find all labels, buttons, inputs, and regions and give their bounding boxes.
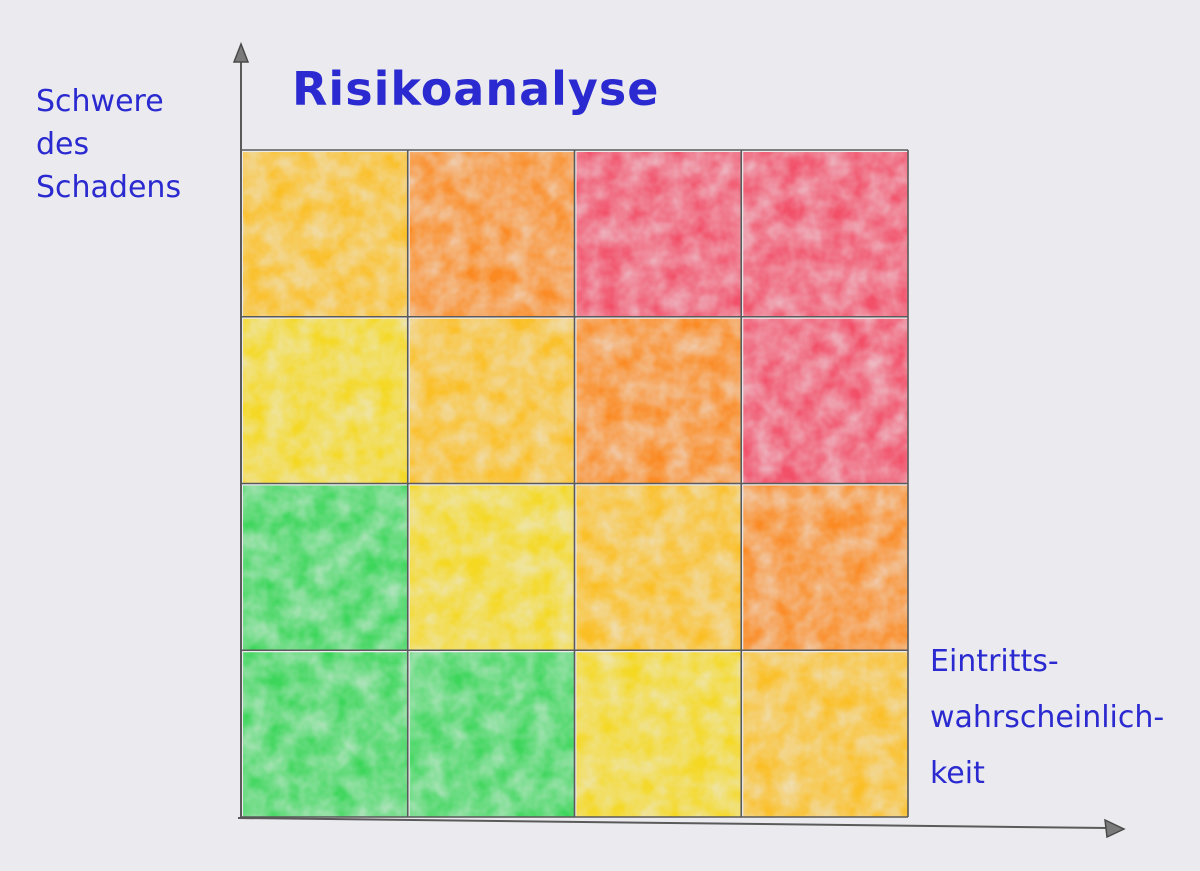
diagram-title: Risikoanalyse — [292, 62, 660, 116]
risk-cell-yellow — [409, 485, 575, 651]
y-axis-label-line: Schwere — [36, 84, 164, 119]
x-axis-label-line: wahrscheinlich- — [930, 700, 1165, 735]
x-axis-arrowhead — [1104, 818, 1126, 839]
axes — [232, 41, 1126, 839]
risk-cell-yellow-orange — [243, 152, 408, 317]
x-axis-label-line: keit — [930, 756, 985, 791]
risk-cell-green — [243, 652, 408, 817]
risk-cell-yellow-orange — [409, 318, 575, 484]
x-axis-line — [237, 817, 1109, 829]
y-axis-label-line: Schadens — [36, 170, 182, 205]
risk-cell-yellow-orange — [576, 485, 742, 651]
risk-cell-yellow — [576, 652, 742, 817]
y-axis-label-line: des — [36, 127, 90, 162]
x-axis-label-line: Eintritts- — [930, 644, 1059, 679]
risk-cell-orange — [743, 485, 908, 651]
risk-matrix-cells — [243, 152, 908, 817]
risk-cell-orange — [576, 318, 742, 484]
risk-cell-green — [243, 485, 408, 651]
risk-cell-red — [576, 152, 742, 317]
y-axis-arrowhead — [232, 41, 250, 63]
x-axis-label: Eintritts- wahrscheinlich- keit — [930, 634, 1164, 802]
risk-cell-red — [743, 152, 908, 317]
y-axis-label: Schwere des Schadens — [36, 80, 181, 209]
risk-cell-yellow-orange — [743, 652, 908, 817]
risk-cell-yellow — [243, 318, 408, 484]
risk-cell-green — [409, 652, 575, 817]
matrix-grid-lines — [240, 149, 909, 818]
risk-cell-orange — [409, 152, 575, 317]
risk-cell-red — [743, 318, 908, 484]
